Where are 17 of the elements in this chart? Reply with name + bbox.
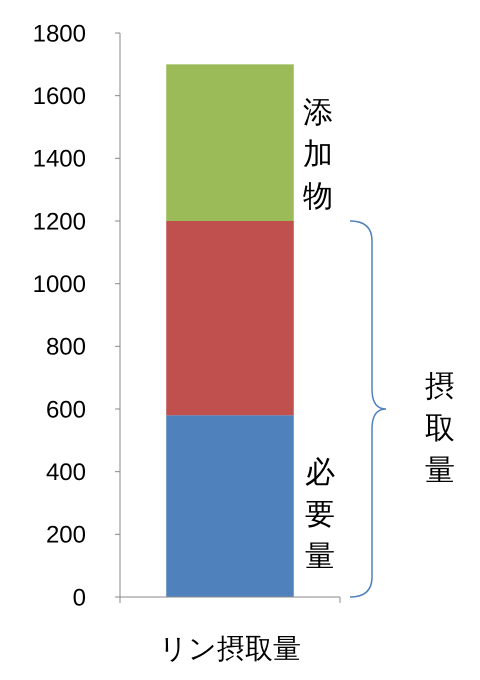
y-tick-label: 0	[72, 584, 86, 612]
y-tick-label: 1800	[32, 20, 86, 48]
y-tick-label: 1400	[32, 146, 86, 173]
y-tick-label: 1200	[32, 208, 86, 236]
x-tick-label: リン摂取量	[159, 633, 301, 664]
y-tick-label: 200	[46, 522, 86, 549]
bar	[166, 64, 294, 221]
y-tick-label: 800	[46, 334, 86, 361]
y-tick-label: 1000	[32, 271, 86, 298]
bar	[166, 415, 294, 597]
text: 添加物	[303, 96, 333, 213]
y-tick-label: 600	[46, 396, 86, 424]
y-tick-label: 400	[46, 459, 86, 486]
bar	[166, 221, 294, 416]
text: 摂取量	[425, 370, 455, 487]
text: 必要量	[305, 456, 335, 573]
y-tick-label: 1600	[32, 83, 86, 110]
